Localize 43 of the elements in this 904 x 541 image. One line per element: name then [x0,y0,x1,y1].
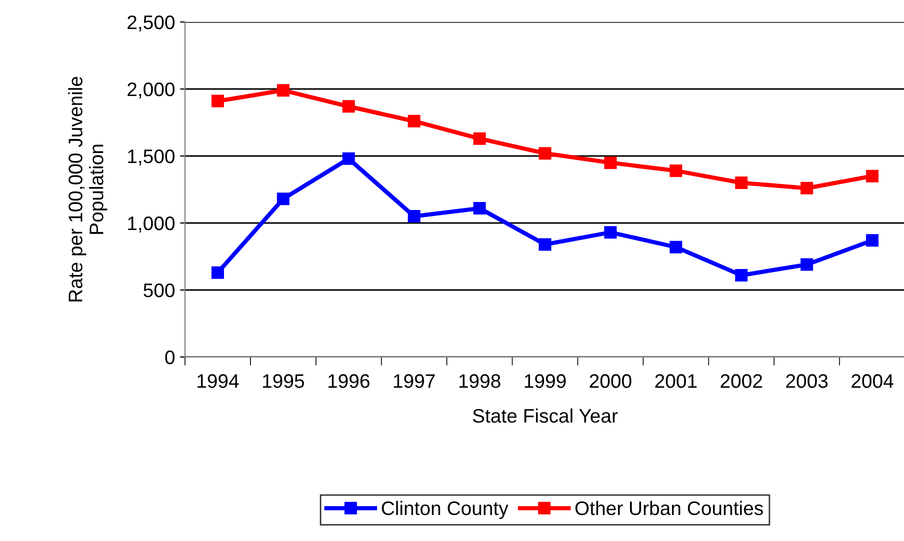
y-tick-label: 1,500 [128,149,175,166]
point [538,147,552,160]
point [211,94,224,108]
x-tick-label: 1997 [394,374,435,388]
point [408,210,420,223]
x-tick-label: 1999 [524,374,566,388]
point [473,132,486,145]
point [800,182,814,194]
point [735,176,748,190]
x-tick-label: 1996 [328,374,370,388]
x-tick-label: 1994 [198,374,239,388]
y-axis-title: Rate per 100,000 Juvenile Population [68,76,108,302]
point [670,164,682,177]
x-tick-label: 1995 [263,374,304,388]
point [604,226,617,239]
y-tick-label: 2,000 [128,82,175,99]
x-tick-label: 2001 [655,374,697,388]
y-tick-label: 1,000 [128,216,175,233]
x-tick-label: 2002 [720,374,762,388]
legend-label: Other Urban Counties [575,500,763,516]
x-tick-label: 2000 [590,374,632,388]
point [866,170,879,182]
x-axis-title: State Fiscal Year [472,408,618,423]
legend-label: Clinton County [382,500,508,519]
point [473,202,486,215]
point [735,269,748,282]
x-tick-label: 1998 [459,374,500,388]
point [670,240,682,254]
point [342,100,355,113]
point [211,266,224,279]
point [408,114,420,128]
x-tick-label: 2003 [786,374,828,388]
point [866,234,879,247]
point [604,156,617,169]
point [800,258,814,271]
point [276,84,290,97]
point [276,192,290,206]
y-tick-label: 500 [144,283,175,298]
point [538,238,552,251]
y-tick-label: 0 [165,350,175,364]
point [342,152,355,165]
x-tick-label: 2004 [852,374,894,388]
y-tick-label: 2,500 [128,15,175,32]
